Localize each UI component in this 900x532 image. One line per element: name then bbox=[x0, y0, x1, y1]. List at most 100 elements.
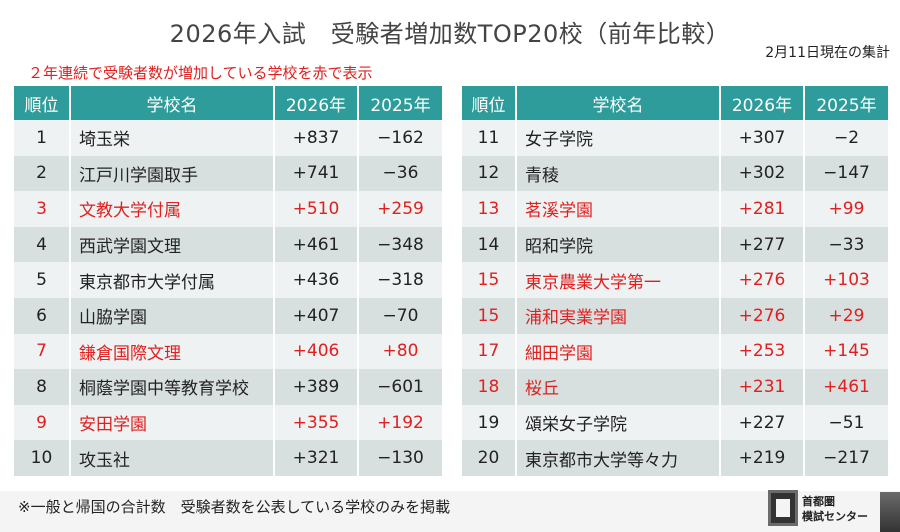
header-2025: 2025年 bbox=[358, 86, 442, 120]
value-2025-cell: −51 bbox=[804, 404, 888, 441]
value-2025-cell: −33 bbox=[804, 226, 888, 263]
rank-cell: 14 bbox=[462, 226, 517, 263]
rank-cell: 9 bbox=[14, 404, 71, 441]
value-2025-cell: +103 bbox=[804, 262, 888, 298]
rank-cell: 1 bbox=[14, 120, 71, 156]
table-row: 6 山脇学園 +407 −70 bbox=[14, 297, 442, 334]
table-row: 15 東京農業大学第一 +276 +103 bbox=[462, 262, 888, 298]
ranking-table-right: 順位 学校名 2026年 2025年 11 女子学院 +307 −2 12 青稜 +302−… bbox=[462, 86, 888, 476]
value-2025-cell: +461 bbox=[804, 369, 888, 405]
ranking-table-left: 順位 学校名 2026年 2025年 1 埼玉栄 +837 −162 2 江戸川学園取手 +… bbox=[14, 86, 442, 476]
value-2026-cell: +321 bbox=[274, 440, 359, 476]
school-name-cell: 細田学園 bbox=[516, 333, 721, 370]
value-2026-cell: +276 bbox=[720, 297, 805, 334]
table-row: 4 西武学園文理 +461 −348 bbox=[14, 226, 442, 263]
header-2026: 2026年 bbox=[274, 86, 359, 120]
rank-cell: 6 bbox=[14, 297, 71, 334]
school-name-cell: 東京農業大学第一 bbox=[516, 262, 721, 298]
school-name-cell: 文教大学付属 bbox=[70, 191, 275, 227]
value-2026-cell: +355 bbox=[274, 404, 359, 441]
school-name-cell: 安田学園 bbox=[70, 404, 275, 441]
value-2026-cell: +219 bbox=[720, 440, 805, 476]
header-rank: 順位 bbox=[14, 86, 71, 120]
legend-note: ２年連続で受験者数が増加している学校を赤で表示 bbox=[28, 64, 373, 82]
rank-cell: 3 bbox=[14, 191, 71, 227]
table-row: 7 鎌倉国際文理 +406 +80 bbox=[14, 333, 442, 370]
value-2025-cell: +259 bbox=[358, 191, 442, 227]
school-name-cell: 山脇学園 bbox=[70, 297, 275, 334]
table-row: 1 埼玉栄 +837 −162 bbox=[14, 120, 442, 156]
table-row: 3 文教大学付属 +510 +259 bbox=[14, 191, 442, 227]
value-2025-cell: −318 bbox=[358, 262, 442, 298]
table-row: 5 東京都市大学付属 +436 −318 bbox=[14, 262, 442, 298]
school-name-cell: 桜丘 bbox=[516, 369, 721, 405]
table-row: 19 頌栄女子学院 +227 −51 bbox=[462, 404, 888, 441]
value-2026-cell: +277 bbox=[720, 226, 805, 263]
school-name-cell: 茗溪学園 bbox=[516, 191, 721, 227]
rank-cell: 2 bbox=[14, 155, 71, 192]
value-2026-cell: +837 bbox=[274, 120, 359, 156]
value-2025-cell: −217 bbox=[804, 440, 888, 476]
value-2026-cell: +741 bbox=[274, 155, 359, 192]
logo-edge-decoration bbox=[880, 492, 900, 532]
rank-cell: 10 bbox=[14, 440, 71, 476]
rank-cell: 4 bbox=[14, 226, 71, 263]
header-2025: 2025年 bbox=[804, 86, 888, 120]
header-2026: 2026年 bbox=[720, 86, 805, 120]
value-2026-cell: +231 bbox=[720, 369, 805, 405]
table-header-row: 順位 学校名 2026年 2025年 bbox=[14, 86, 442, 120]
rank-cell: 5 bbox=[14, 262, 71, 298]
school-name-cell: 女子学院 bbox=[516, 120, 721, 156]
value-2026-cell: +461 bbox=[274, 226, 359, 263]
value-2026-cell: +302 bbox=[720, 155, 805, 192]
rank-cell: 15 bbox=[462, 262, 517, 298]
school-name-cell: 東京都市大学等々力 bbox=[516, 440, 721, 476]
value-2026-cell: +253 bbox=[720, 333, 805, 370]
table-row: 20 東京都市大学等々力 +219 −217 bbox=[462, 440, 888, 476]
value-2026-cell: +389 bbox=[274, 369, 359, 405]
rank-cell: 18 bbox=[462, 369, 517, 405]
school-name-cell: 東京都市大学付属 bbox=[70, 262, 275, 298]
value-2026-cell: +510 bbox=[274, 191, 359, 227]
value-2025-cell: +80 bbox=[358, 333, 442, 370]
school-name-cell: 桐蔭学園中等教育学校 bbox=[70, 369, 275, 405]
school-name-cell: 浦和実業学園 bbox=[516, 297, 721, 334]
footer-bar bbox=[0, 491, 900, 532]
table-row: 11 女子学院 +307 −2 bbox=[462, 120, 888, 156]
table-row: 9 安田学園 +355 +192 bbox=[14, 404, 442, 441]
date-note: 2月11日現在の集計 bbox=[765, 45, 890, 61]
value-2026-cell: +436 bbox=[274, 262, 359, 298]
footnote: ※一般と帰国の合計数 受験者数を公表している学校のみを掲載 bbox=[18, 498, 451, 516]
value-2025-cell: −2 bbox=[804, 120, 888, 156]
value-2026-cell: +307 bbox=[720, 120, 805, 156]
page-title: 2026年入試 受験者増加数TOP20校（前年比較） bbox=[169, 20, 731, 48]
table-row: 17 細田学園 +253 +145 bbox=[462, 333, 888, 370]
value-2025-cell: −348 bbox=[358, 226, 442, 263]
rank-cell: 12 bbox=[462, 155, 517, 192]
school-name-cell: 頌栄女子学院 bbox=[516, 404, 721, 441]
rank-cell: 20 bbox=[462, 440, 517, 476]
rank-cell: 19 bbox=[462, 404, 517, 441]
table-row: 12 青稜 +302 −147 bbox=[462, 155, 888, 192]
value-2026-cell: +281 bbox=[720, 191, 805, 227]
rank-cell: 13 bbox=[462, 191, 517, 227]
school-name-cell: 鎌倉国際文理 bbox=[70, 333, 275, 370]
value-2025-cell: +29 bbox=[804, 297, 888, 334]
rank-cell: 17 bbox=[462, 333, 517, 370]
value-2025-cell: +99 bbox=[804, 191, 888, 227]
header-school: 学校名 bbox=[516, 86, 721, 120]
rank-cell: 8 bbox=[14, 369, 71, 405]
value-2025-cell: +192 bbox=[358, 404, 442, 441]
value-2026-cell: +276 bbox=[720, 262, 805, 298]
school-name-cell: 西武学園文理 bbox=[70, 226, 275, 263]
table-row: 8 桐蔭学園中等教育学校 +389 −601 bbox=[14, 369, 442, 405]
value-2026-cell: +407 bbox=[274, 297, 359, 334]
logo-text-line1: 首都圏 bbox=[802, 495, 835, 508]
value-2026-cell: +406 bbox=[274, 333, 359, 370]
school-name-cell: 昭和学院 bbox=[516, 226, 721, 263]
value-2025-cell: −36 bbox=[358, 155, 442, 192]
table-row: 10 攻玉社 +321 −130 bbox=[14, 440, 442, 476]
value-2025-cell: −130 bbox=[358, 440, 442, 476]
table-row: 2 江戸川学園取手 +741 −36 bbox=[14, 155, 442, 192]
school-name-cell: 攻玉社 bbox=[70, 440, 275, 476]
